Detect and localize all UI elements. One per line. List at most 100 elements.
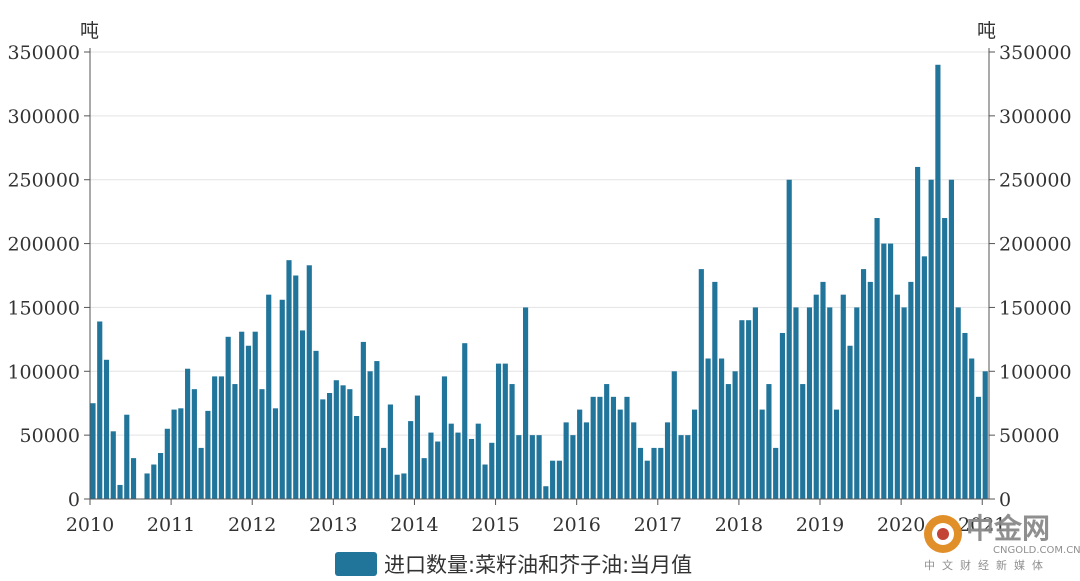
x-tick-label: 2017 xyxy=(634,514,682,536)
bar xyxy=(408,421,414,499)
bar xyxy=(624,396,630,499)
bar xyxy=(732,371,738,499)
bar xyxy=(340,385,346,499)
bar xyxy=(759,409,765,499)
bar xyxy=(644,460,650,499)
bar xyxy=(921,256,927,499)
bar xyxy=(671,371,677,499)
bar xyxy=(651,447,657,499)
bar xyxy=(103,359,110,499)
bar xyxy=(90,403,96,499)
bar xyxy=(523,307,529,499)
bar xyxy=(394,474,400,499)
bar xyxy=(631,422,637,499)
bar xyxy=(455,432,461,499)
bar xyxy=(245,345,252,499)
bar xyxy=(529,435,535,499)
bar xyxy=(685,435,691,499)
bar xyxy=(489,442,495,499)
bar xyxy=(232,384,238,499)
y-tick-label-right: 100000 xyxy=(999,361,1072,383)
legend-label: 进口数量:菜籽油和芥子油:当月值 xyxy=(384,553,692,577)
bar xyxy=(164,428,170,499)
bar xyxy=(975,396,982,499)
bar xyxy=(658,447,664,499)
bar xyxy=(779,332,786,499)
y-tick-label-left: 300000 xyxy=(7,106,80,128)
bar xyxy=(786,179,792,499)
bar xyxy=(590,396,596,499)
y-axis-left: 0 50000 100000 150000 200000 250000 300000 3500… xyxy=(7,42,90,511)
bar xyxy=(854,307,860,499)
bar xyxy=(955,307,961,499)
y-tick-label-right: 250000 xyxy=(999,170,1072,192)
bar xyxy=(536,435,542,499)
x-tick-label: 2018 xyxy=(715,514,763,536)
bar xyxy=(151,464,157,499)
bar xyxy=(110,431,116,499)
bar xyxy=(367,371,373,499)
bar xyxy=(901,307,907,499)
bar xyxy=(320,399,326,499)
watermark-tagline: 中文财经新媒体 xyxy=(924,558,1050,572)
bar xyxy=(205,410,211,499)
bar xyxy=(969,358,975,499)
bar xyxy=(806,307,813,499)
bar xyxy=(144,473,150,499)
bar xyxy=(840,294,846,499)
bar xyxy=(347,389,353,499)
y-axis-unit-left: 吨 xyxy=(80,20,99,42)
y-axis-right: 0 50000 100000 150000 200000 250000 300000 3500… xyxy=(989,42,1072,511)
bar xyxy=(313,350,319,499)
y-tick-label-left: 0 xyxy=(68,489,80,511)
x-tick-label: 2014 xyxy=(390,514,438,536)
bar xyxy=(719,358,725,499)
bar xyxy=(495,363,502,499)
bar xyxy=(725,384,731,499)
bar xyxy=(752,307,758,499)
bar xyxy=(820,281,826,499)
y-tick-label-right: 350000 xyxy=(999,42,1072,64)
bar xyxy=(860,269,867,499)
bar xyxy=(97,321,103,499)
bar xyxy=(847,345,853,499)
bar xyxy=(962,332,968,499)
bar xyxy=(705,358,711,499)
bar xyxy=(502,363,508,499)
x-tick-label: 2020 xyxy=(877,514,925,536)
bar xyxy=(421,458,427,499)
bar xyxy=(563,422,569,499)
bar xyxy=(130,458,137,499)
bar xyxy=(178,408,184,499)
bar xyxy=(867,281,873,499)
bar xyxy=(827,307,833,499)
bar xyxy=(813,294,819,499)
y-tick-label-right: 300000 xyxy=(999,106,1072,128)
bar xyxy=(441,376,448,499)
grid-lines xyxy=(90,51,989,436)
bar xyxy=(218,376,224,499)
y-tick-label-left: 150000 xyxy=(7,297,80,319)
bar xyxy=(435,441,441,499)
y-tick-label-left: 350000 xyxy=(7,42,80,64)
bar xyxy=(908,281,914,499)
bar xyxy=(550,460,556,499)
bar xyxy=(833,409,840,499)
x-tick-label: 2019 xyxy=(796,514,844,536)
bar xyxy=(286,260,292,499)
bar xyxy=(678,435,684,499)
bar xyxy=(516,435,522,499)
bar xyxy=(948,179,954,499)
bar xyxy=(800,384,806,499)
bar xyxy=(766,384,772,499)
y-tick-label-left: 50000 xyxy=(20,425,80,447)
x-tick-label: 2011 xyxy=(147,514,195,536)
bar xyxy=(894,294,900,499)
bar xyxy=(266,294,272,499)
bar xyxy=(198,447,204,499)
legend: 进口数量:菜籽油和芥子油:当月值 xyxy=(335,552,692,577)
bar xyxy=(874,218,880,499)
x-tick-label: 2013 xyxy=(309,514,357,536)
bar xyxy=(543,486,549,499)
